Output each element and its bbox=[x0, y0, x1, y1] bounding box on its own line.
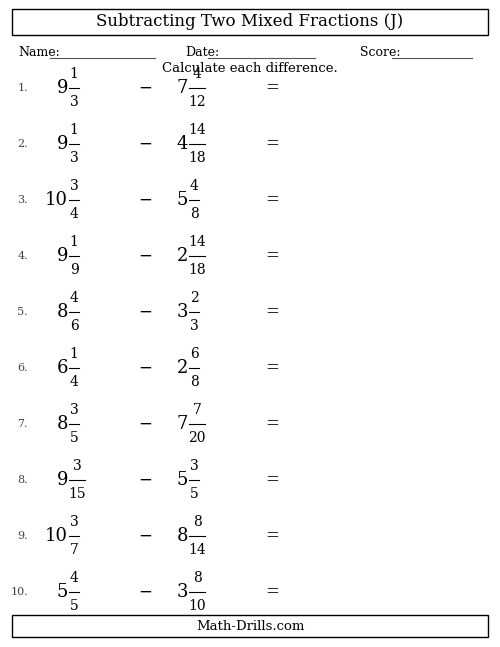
Text: 10: 10 bbox=[45, 191, 68, 209]
Text: 6: 6 bbox=[56, 359, 68, 377]
Text: 14: 14 bbox=[188, 542, 206, 556]
Text: −: − bbox=[138, 192, 152, 208]
Text: =: = bbox=[265, 527, 279, 545]
Text: 2.: 2. bbox=[18, 139, 28, 149]
Text: =: = bbox=[265, 248, 279, 265]
Text: 8: 8 bbox=[190, 206, 198, 221]
Text: 8: 8 bbox=[56, 303, 68, 321]
Text: 3: 3 bbox=[190, 318, 198, 333]
Text: −: − bbox=[138, 472, 152, 488]
Text: −: − bbox=[138, 80, 152, 96]
Text: 12: 12 bbox=[188, 94, 206, 109]
Text: 9: 9 bbox=[56, 247, 68, 265]
Text: 14: 14 bbox=[188, 236, 206, 250]
Text: 5: 5 bbox=[190, 487, 198, 501]
Text: 8: 8 bbox=[190, 375, 198, 388]
Text: =: = bbox=[265, 135, 279, 153]
Text: 7: 7 bbox=[176, 415, 188, 433]
Text: 8: 8 bbox=[193, 571, 202, 586]
Text: 8: 8 bbox=[56, 415, 68, 433]
Text: 1: 1 bbox=[70, 124, 78, 138]
Text: 2: 2 bbox=[176, 359, 188, 377]
Text: 4: 4 bbox=[70, 206, 78, 221]
Text: 4: 4 bbox=[190, 179, 198, 193]
Text: 4: 4 bbox=[70, 292, 78, 305]
Text: =: = bbox=[265, 584, 279, 600]
Text: 8: 8 bbox=[193, 516, 202, 529]
Text: Subtracting Two Mixed Fractions (J): Subtracting Two Mixed Fractions (J) bbox=[96, 14, 404, 30]
Text: 9: 9 bbox=[56, 79, 68, 97]
Text: 10.: 10. bbox=[10, 587, 28, 597]
Text: −: − bbox=[138, 584, 152, 600]
Text: 7: 7 bbox=[176, 79, 188, 97]
Text: −: − bbox=[138, 303, 152, 320]
Bar bbox=[12, 615, 488, 637]
Text: 3: 3 bbox=[70, 404, 78, 417]
Text: 10: 10 bbox=[188, 598, 206, 613]
Text: 5: 5 bbox=[56, 583, 68, 601]
Text: 3: 3 bbox=[190, 459, 198, 474]
Text: 5: 5 bbox=[176, 471, 188, 489]
Text: 3: 3 bbox=[70, 151, 78, 164]
Text: =: = bbox=[265, 80, 279, 96]
Text: 7: 7 bbox=[70, 542, 78, 556]
Text: −: − bbox=[138, 527, 152, 545]
Text: 15: 15 bbox=[68, 487, 86, 501]
Text: 3: 3 bbox=[70, 179, 78, 193]
Text: 9.: 9. bbox=[18, 531, 28, 541]
Text: 1: 1 bbox=[70, 67, 78, 82]
Text: 20: 20 bbox=[188, 430, 206, 444]
Text: Date:: Date: bbox=[185, 45, 219, 58]
Text: −: − bbox=[138, 360, 152, 377]
Text: 7: 7 bbox=[193, 404, 202, 417]
Text: 1.: 1. bbox=[18, 83, 28, 93]
Text: 18: 18 bbox=[188, 263, 206, 276]
Text: 6: 6 bbox=[70, 318, 78, 333]
Text: Score:: Score: bbox=[360, 45, 401, 58]
Text: 10: 10 bbox=[45, 527, 68, 545]
Text: 8: 8 bbox=[176, 527, 188, 545]
Text: 4: 4 bbox=[176, 135, 188, 153]
Text: Math-Drills.com: Math-Drills.com bbox=[196, 619, 304, 633]
Text: 5.: 5. bbox=[18, 307, 28, 317]
Text: −: − bbox=[138, 135, 152, 153]
Text: 3: 3 bbox=[176, 303, 188, 321]
Text: 6.: 6. bbox=[18, 363, 28, 373]
Text: =: = bbox=[265, 360, 279, 377]
Text: Calculate each difference.: Calculate each difference. bbox=[162, 61, 338, 74]
Text: 4: 4 bbox=[193, 67, 202, 82]
Text: 7.: 7. bbox=[18, 419, 28, 429]
Text: −: − bbox=[138, 415, 152, 432]
Text: 3: 3 bbox=[176, 583, 188, 601]
Text: 5: 5 bbox=[70, 430, 78, 444]
Text: 14: 14 bbox=[188, 124, 206, 138]
Text: 8.: 8. bbox=[18, 475, 28, 485]
Text: 9: 9 bbox=[70, 263, 78, 276]
Text: 3: 3 bbox=[73, 459, 82, 474]
Text: 5: 5 bbox=[70, 598, 78, 613]
Bar bbox=[12, 9, 488, 35]
Text: 3.: 3. bbox=[18, 195, 28, 205]
Text: 2: 2 bbox=[190, 292, 198, 305]
Text: =: = bbox=[265, 303, 279, 320]
Text: Name:: Name: bbox=[18, 45, 60, 58]
Text: =: = bbox=[265, 192, 279, 208]
Text: 18: 18 bbox=[188, 151, 206, 164]
Text: 1: 1 bbox=[70, 347, 78, 362]
Text: 4: 4 bbox=[70, 375, 78, 388]
Text: 9: 9 bbox=[56, 471, 68, 489]
Text: 9: 9 bbox=[56, 135, 68, 153]
Text: 3: 3 bbox=[70, 94, 78, 109]
Text: 3: 3 bbox=[70, 516, 78, 529]
Text: 5: 5 bbox=[176, 191, 188, 209]
Text: −: − bbox=[138, 248, 152, 265]
Text: =: = bbox=[265, 415, 279, 432]
Text: 1: 1 bbox=[70, 236, 78, 250]
Text: =: = bbox=[265, 472, 279, 488]
Text: 6: 6 bbox=[190, 347, 198, 362]
Text: 2: 2 bbox=[176, 247, 188, 265]
Text: 4.: 4. bbox=[18, 251, 28, 261]
Text: 4: 4 bbox=[70, 571, 78, 586]
